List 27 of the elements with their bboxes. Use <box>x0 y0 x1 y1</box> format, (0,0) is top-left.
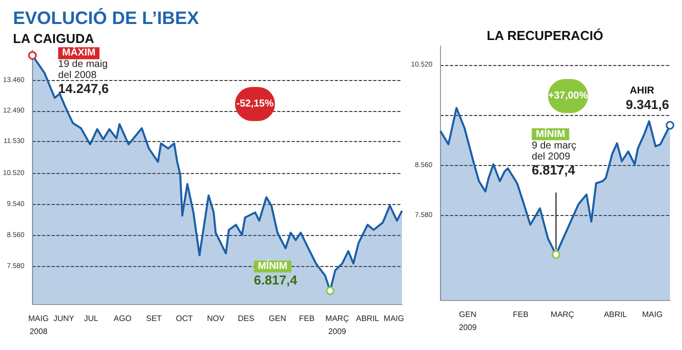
x-tick-label: OCT <box>176 314 193 323</box>
chart-subtitle: LA CAIGUDA <box>13 31 95 46</box>
annotation: -52,15% <box>236 98 274 110</box>
annotation: MÍNIM 9 de març del 2009 6.817,4 <box>532 128 576 178</box>
x-tick-label: GEN 2009 <box>458 310 478 332</box>
x-tick-label: DES <box>238 314 254 323</box>
annotation: +37,00% <box>548 90 588 102</box>
x-tick-label: FEB <box>299 314 315 323</box>
x-tick-label: SET <box>146 314 162 323</box>
x-tick-label: MAIG <box>642 310 663 319</box>
annotation: MÀXIM 19 de maig del 2008 14.247,6 <box>58 46 109 96</box>
chart-title: EVOLUCIÓ DE L’IBEX <box>13 8 200 28</box>
x-tick-label: MAIG <box>384 314 404 323</box>
annotation: AHIR 9.341,6 <box>626 86 670 112</box>
x-tick-label: FEB <box>512 310 528 319</box>
x-tick-label: JUNY <box>53 314 75 323</box>
chart-title: LA RECUPERACIÓ <box>486 28 604 43</box>
x-tick-label: MARÇ 2009 <box>325 314 350 336</box>
annotation: MÍNIM 6.817,4 <box>254 260 298 288</box>
x-tick-label: ABRIL <box>356 314 380 323</box>
x-tick-label: AGO <box>114 314 132 323</box>
x-tick-label: JUL <box>84 314 99 323</box>
x-tick-label: MARÇ <box>550 310 574 319</box>
x-tick-label: ABRIL <box>604 310 628 319</box>
x-tick-label: NOV <box>207 314 226 323</box>
x-tick-label: MAIG 2008 <box>28 314 49 336</box>
x-tick-label: GEN <box>268 314 286 323</box>
